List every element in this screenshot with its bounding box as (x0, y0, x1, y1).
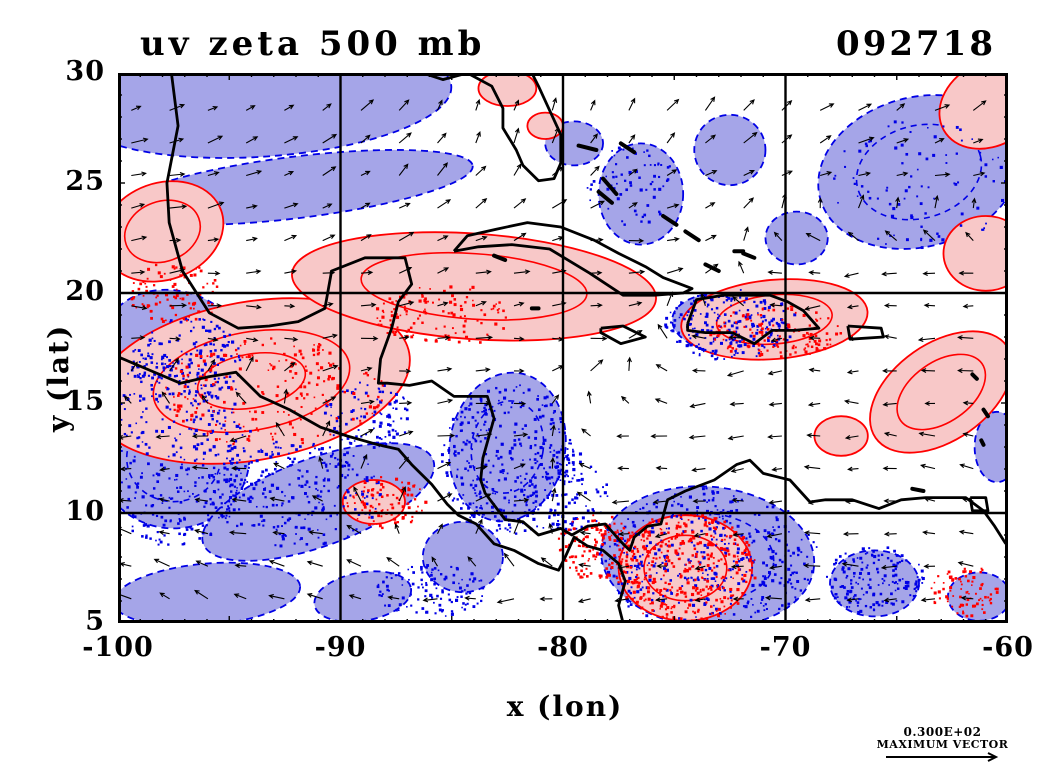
x-axis-label: x (lon) (506, 690, 624, 723)
x-tick-label: -70 (759, 632, 812, 663)
x-tick-label: -60 (982, 632, 1034, 663)
gridlines (118, 73, 1008, 623)
max-vector-legend: 0.300E+02 MAXIMUM VECTOR (870, 726, 1015, 764)
plot-area (118, 73, 1008, 623)
y-tick-label: 10 (65, 496, 105, 527)
vorticity-speckles (119, 120, 1007, 623)
x-tick-label: -100 (82, 632, 154, 663)
y-tick-label: 20 (65, 276, 105, 307)
plot-frame (118, 73, 1008, 623)
island-marks (492, 141, 990, 493)
max-vector-label: MAXIMUM VECTOR (876, 737, 1009, 751)
x-tick-label: -80 (537, 632, 589, 663)
x-tick-label: -90 (314, 632, 367, 663)
coastlines (118, 73, 1007, 623)
y-tick-label: 25 (65, 166, 105, 197)
y-tick-label: 5 (85, 606, 105, 637)
max-vector-arrow (885, 752, 998, 763)
wind-arrows (118, 96, 987, 604)
y-tick-label: 15 (65, 386, 105, 417)
y-tick-label: 30 (65, 56, 105, 87)
chart-timestamp: 092718 (836, 24, 996, 64)
chart-title: uv zeta 500 mb (140, 24, 486, 64)
max-vector-value: 0.300E+02 (903, 725, 982, 739)
